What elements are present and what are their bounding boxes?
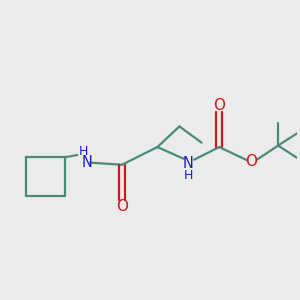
Text: N: N xyxy=(183,156,194,171)
Text: O: O xyxy=(213,98,225,113)
Text: H: H xyxy=(184,169,193,182)
Text: N: N xyxy=(81,155,92,170)
Text: H: H xyxy=(79,145,88,158)
Text: O: O xyxy=(116,199,128,214)
Text: O: O xyxy=(246,154,258,169)
